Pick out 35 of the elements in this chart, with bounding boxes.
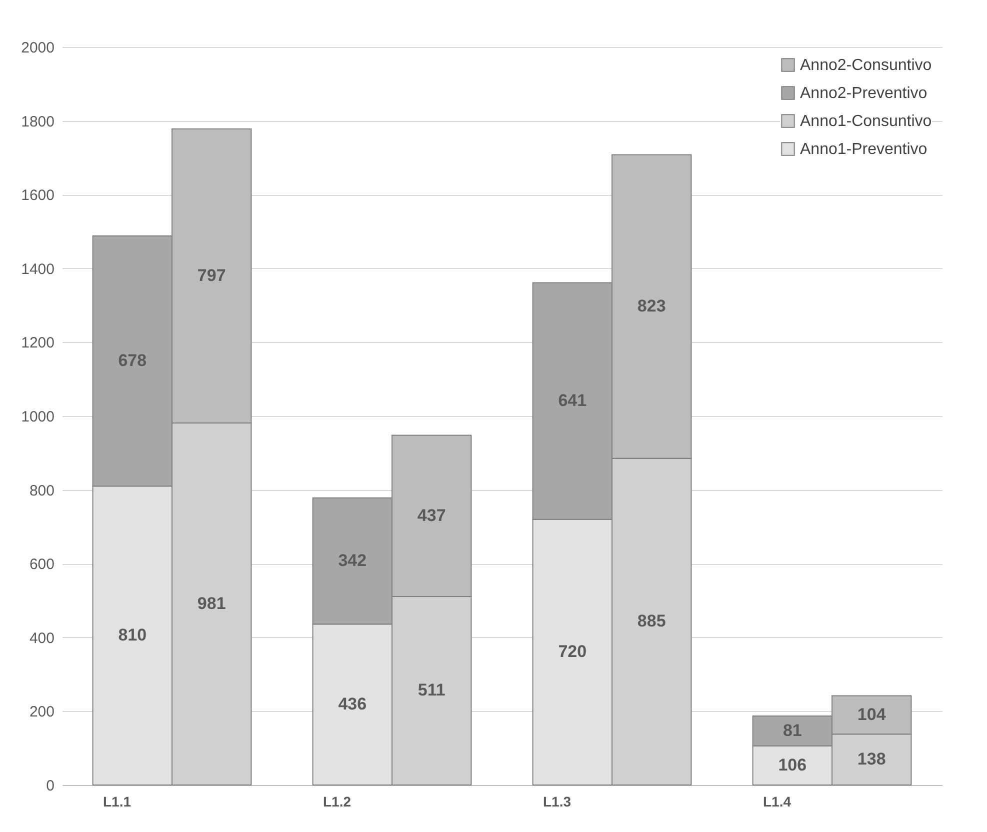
data-label: 797 bbox=[197, 266, 226, 285]
legend-label: Anno2-Consuntivo bbox=[800, 57, 932, 74]
x-tick-label: L1.2 bbox=[322, 794, 352, 810]
y-tick-label: 1600 bbox=[21, 187, 54, 204]
y-tick-label: 0 bbox=[46, 778, 54, 794]
data-label: 810 bbox=[118, 626, 147, 645]
x-tick-label: L1.3 bbox=[542, 794, 572, 810]
x-tick-label: L1.1 bbox=[102, 794, 132, 810]
data-label: 511 bbox=[418, 680, 446, 700]
data-label: 104 bbox=[857, 704, 886, 724]
legend-label: Anno1-Preventivo bbox=[800, 141, 928, 158]
data-label: 138 bbox=[857, 750, 886, 769]
y-tick-label: 400 bbox=[29, 630, 54, 647]
legend-label: Anno1-Consuntivo bbox=[800, 113, 932, 130]
data-label: 678 bbox=[118, 351, 147, 370]
data-label: 436 bbox=[338, 694, 367, 714]
data-label: 981 bbox=[197, 594, 226, 614]
data-label: 641 bbox=[558, 391, 587, 410]
data-label: 342 bbox=[338, 551, 367, 570]
y-tick-label: 800 bbox=[29, 482, 54, 500]
y-tick-label: 1000 bbox=[21, 408, 54, 426]
data-label: 823 bbox=[637, 296, 666, 316]
legend-label: Anno2-Preventivo bbox=[800, 85, 928, 102]
data-label: 81 bbox=[782, 720, 802, 740]
y-tick-label: 200 bbox=[29, 704, 54, 721]
y-tick-label: 2000 bbox=[21, 40, 54, 56]
data-label: 437 bbox=[417, 506, 446, 525]
data-label: 106 bbox=[778, 755, 807, 774]
y-tick-label: 1400 bbox=[21, 260, 54, 278]
y-tick-label: 600 bbox=[29, 556, 54, 574]
x-tick-label: L1.4 bbox=[762, 794, 792, 810]
data-label: 720 bbox=[558, 642, 587, 662]
data-label: 885 bbox=[637, 612, 666, 631]
y-tick-label: 1800 bbox=[21, 113, 54, 130]
y-tick-label: 1200 bbox=[21, 334, 54, 352]
